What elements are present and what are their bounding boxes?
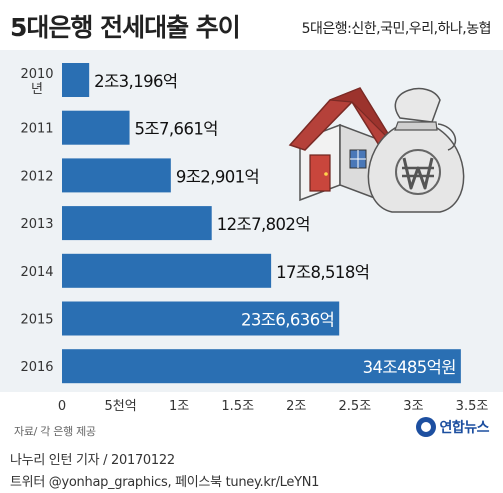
- x-tick-label: 1.5조: [221, 399, 254, 414]
- bar-3: [62, 206, 212, 241]
- x-tick-label: 3.5조: [456, 399, 489, 414]
- x-tick-label: 2.5조: [339, 399, 372, 414]
- category-label: 2010 년: [20, 67, 53, 97]
- author-credit: 나누리 인턴 기자 / 20170122: [10, 453, 175, 468]
- bar-2: [62, 158, 171, 193]
- data-label: 9조2,901억: [176, 167, 259, 186]
- chart-title: 5대은행 전세대출 추이: [10, 13, 241, 42]
- publisher-logo: 연합뉴스: [416, 417, 489, 437]
- category-label: 2012: [20, 169, 53, 184]
- footer: 자료/ 각 은행 제공 연합뉴스 나누리 인턴 기자 / 20170122 트위…: [0, 393, 503, 493]
- chart-subtitle: 5대은행:신한,국민,우리,하나,농협: [301, 21, 492, 37]
- data-label: 23조6,636억: [241, 311, 334, 330]
- data-label: 5조7,661억: [135, 120, 218, 139]
- x-tick-label: 0: [58, 399, 66, 414]
- bar-5: [62, 301, 340, 336]
- social-credit: 트위터 @yonhap_graphics, 페이스북 tuney.kr/LeYN…: [10, 475, 320, 490]
- category-label: 2011: [20, 122, 53, 137]
- logo-text: 연합뉴스: [439, 420, 489, 436]
- illustration: [288, 87, 465, 213]
- bar-4: [62, 253, 272, 288]
- data-label: 12조7,802억: [217, 215, 310, 234]
- labels-layer: 2010 년 2조3,196억 2011 5조7,661억 2012 9조2,901억 201…: [20, 67, 456, 377]
- x-tick-label: 5천억: [104, 399, 136, 414]
- bar-0: [62, 63, 90, 97]
- bars-layer: [62, 63, 461, 384]
- data-label: 34조485억원: [363, 358, 456, 377]
- category-label: 2016: [20, 360, 53, 375]
- logo-mark-icon: [416, 417, 437, 437]
- source-note: 자료/ 각 은행 제공: [14, 425, 96, 438]
- won-sign-icon: [395, 149, 441, 195]
- category-label: 2013: [20, 217, 53, 232]
- x-tick-label: 2조: [286, 399, 306, 414]
- bar-1: [62, 110, 130, 145]
- bar-6: [62, 349, 461, 384]
- x-tick-label: 1조: [169, 399, 189, 414]
- title-bar: 5대은행 전세대출 추이 5대은행:신한,국민,우리,하나,농협: [0, 0, 503, 50]
- data-label: 17조8,518억: [276, 263, 369, 282]
- x-tick-label: 3조: [403, 399, 423, 414]
- x-axis: 0 5천억 1조 1.5조 2조 2.5조 3조 3.5조: [58, 399, 488, 414]
- category-label: 2014: [20, 265, 53, 280]
- data-label: 2조3,196억: [94, 72, 177, 91]
- category-label: 2015: [20, 313, 53, 328]
